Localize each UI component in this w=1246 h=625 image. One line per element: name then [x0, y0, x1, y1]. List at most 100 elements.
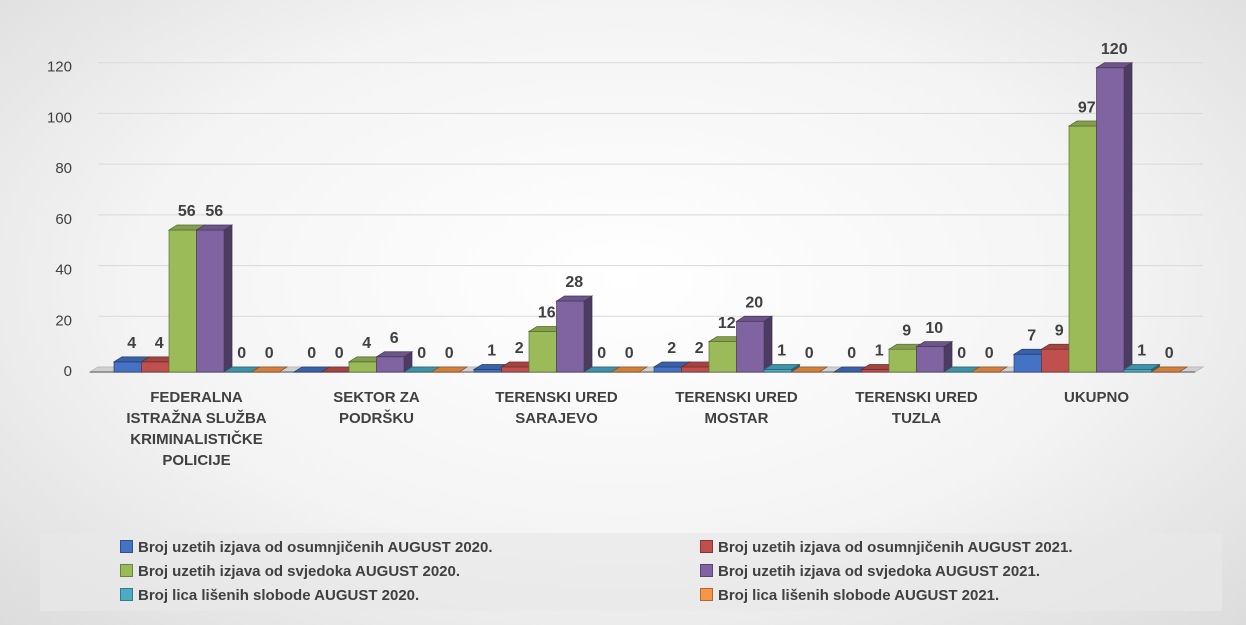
bar — [735, 315, 774, 373]
data-label: 1 — [487, 343, 496, 360]
data-label: 120 — [1101, 41, 1128, 58]
bar-front — [1013, 353, 1042, 373]
data-label: 0 — [417, 345, 426, 362]
bar — [970, 366, 1009, 373]
bar-side — [763, 315, 773, 373]
bar-front — [861, 369, 890, 373]
bar-front — [708, 341, 737, 373]
bar-side — [1123, 62, 1133, 373]
bar-front — [196, 229, 225, 373]
data-label: 1 — [875, 343, 884, 360]
x-tick-label: SEKTOR ZA PODRŠKU — [333, 389, 420, 427]
legend-item: Broj uzetih izjava od svjedoka AUGUST 20… — [120, 563, 460, 580]
x-tick-label: UKUPNO — [1063, 389, 1129, 406]
legend-swatch — [700, 540, 713, 553]
bar-top — [1150, 366, 1189, 373]
bar-side — [583, 295, 593, 373]
bar — [1150, 366, 1189, 373]
bar-front — [1096, 67, 1125, 373]
data-label: 97 — [1078, 99, 1096, 116]
bar — [375, 351, 414, 373]
legend: Broj uzetih izjava od osumnjičenih AUGUS… — [40, 533, 1222, 611]
bar-front — [528, 331, 557, 373]
x-tick-label: TERENSKI URED SARAJEVO — [495, 389, 618, 427]
legend-swatch — [120, 540, 133, 553]
legend-swatch — [700, 588, 713, 601]
bar-front — [556, 300, 585, 373]
bar-top — [375, 351, 414, 358]
legend-label: Broj lica lišenih slobode AUGUST 2021. — [718, 587, 1000, 604]
data-label: 0 — [625, 345, 634, 362]
bar-top — [735, 315, 774, 322]
data-label: 2 — [515, 340, 524, 357]
data-label: 20 — [745, 295, 763, 312]
data-label: 2 — [695, 340, 704, 357]
bar-top — [250, 366, 289, 373]
x-tick-label: TERENSKI URED MOSTAR — [675, 389, 798, 427]
legend-item: Broj lica lišenih slobode AUGUST 2021. — [700, 587, 999, 604]
data-label: 0 — [805, 345, 814, 362]
data-label: 0 — [237, 345, 246, 362]
bar-top — [555, 295, 594, 302]
bar-top — [1122, 364, 1161, 370]
legend-label: Broj uzetih izjava od svjedoka AUGUST 20… — [138, 563, 461, 580]
bar — [250, 366, 289, 373]
data-label: 4 — [155, 335, 164, 352]
data-label: 10 — [925, 320, 943, 337]
legend-label: Broj uzetih izjava od osumnjičenih AUGUS… — [138, 539, 493, 556]
data-label: 1 — [1137, 343, 1146, 360]
bar-front — [473, 369, 502, 373]
bar-top — [762, 364, 801, 370]
legend-label: Broj lica lišenih slobode AUGUST 2020. — [138, 587, 420, 604]
x-tick-label: FEDERALNA ISTRAŽNA SLUŽBA KRIMINALISTIČK… — [126, 389, 267, 469]
bar-front — [1123, 369, 1152, 373]
legend-swatch — [700, 564, 713, 577]
data-label: 0 — [847, 345, 856, 362]
data-label: 0 — [597, 345, 606, 362]
data-label: 0 — [307, 345, 316, 362]
bar-front — [653, 366, 682, 373]
data-label: 9 — [1055, 322, 1064, 339]
bar — [195, 224, 234, 373]
data-label: 12 — [718, 315, 736, 332]
bar — [610, 366, 649, 373]
bar — [430, 366, 469, 373]
legend-item: Broj uzetih izjava od osumnjičenih AUGUS… — [120, 539, 493, 556]
bar — [555, 295, 594, 373]
legend-swatch — [120, 588, 133, 601]
data-label: 0 — [445, 345, 454, 362]
bar-front — [736, 320, 765, 373]
y-tick-label: 40 — [55, 262, 72, 279]
x-tick-label: TERENSKI URED TUZLA — [855, 389, 978, 427]
data-label: 56 — [178, 203, 196, 220]
bar-top — [610, 366, 649, 373]
y-tick-label: 20 — [55, 312, 72, 329]
bar-front — [376, 356, 405, 373]
legend-swatch — [120, 564, 133, 577]
data-label: 9 — [902, 322, 911, 339]
bar-front — [763, 369, 792, 373]
bar-front — [168, 229, 197, 373]
bar-top — [195, 224, 234, 231]
data-label: 0 — [957, 345, 966, 362]
bar-front — [501, 366, 530, 373]
bar-front — [1068, 125, 1097, 373]
data-label: 56 — [205, 203, 223, 220]
data-label: 0 — [335, 345, 344, 362]
data-label: 1 — [777, 343, 786, 360]
data-label: 4 — [127, 335, 136, 352]
y-tick-label: 100 — [47, 109, 72, 126]
data-label: 0 — [1165, 345, 1174, 362]
bar-top — [915, 341, 954, 347]
y-tick-label: 120 — [47, 59, 72, 76]
data-label: 6 — [390, 330, 399, 347]
bar-front — [141, 361, 170, 373]
data-label: 0 — [265, 345, 274, 362]
bar-top — [1095, 62, 1134, 69]
bar — [762, 363, 801, 373]
bar — [1095, 62, 1134, 373]
bar-top — [970, 366, 1009, 373]
bar-front — [681, 366, 710, 373]
